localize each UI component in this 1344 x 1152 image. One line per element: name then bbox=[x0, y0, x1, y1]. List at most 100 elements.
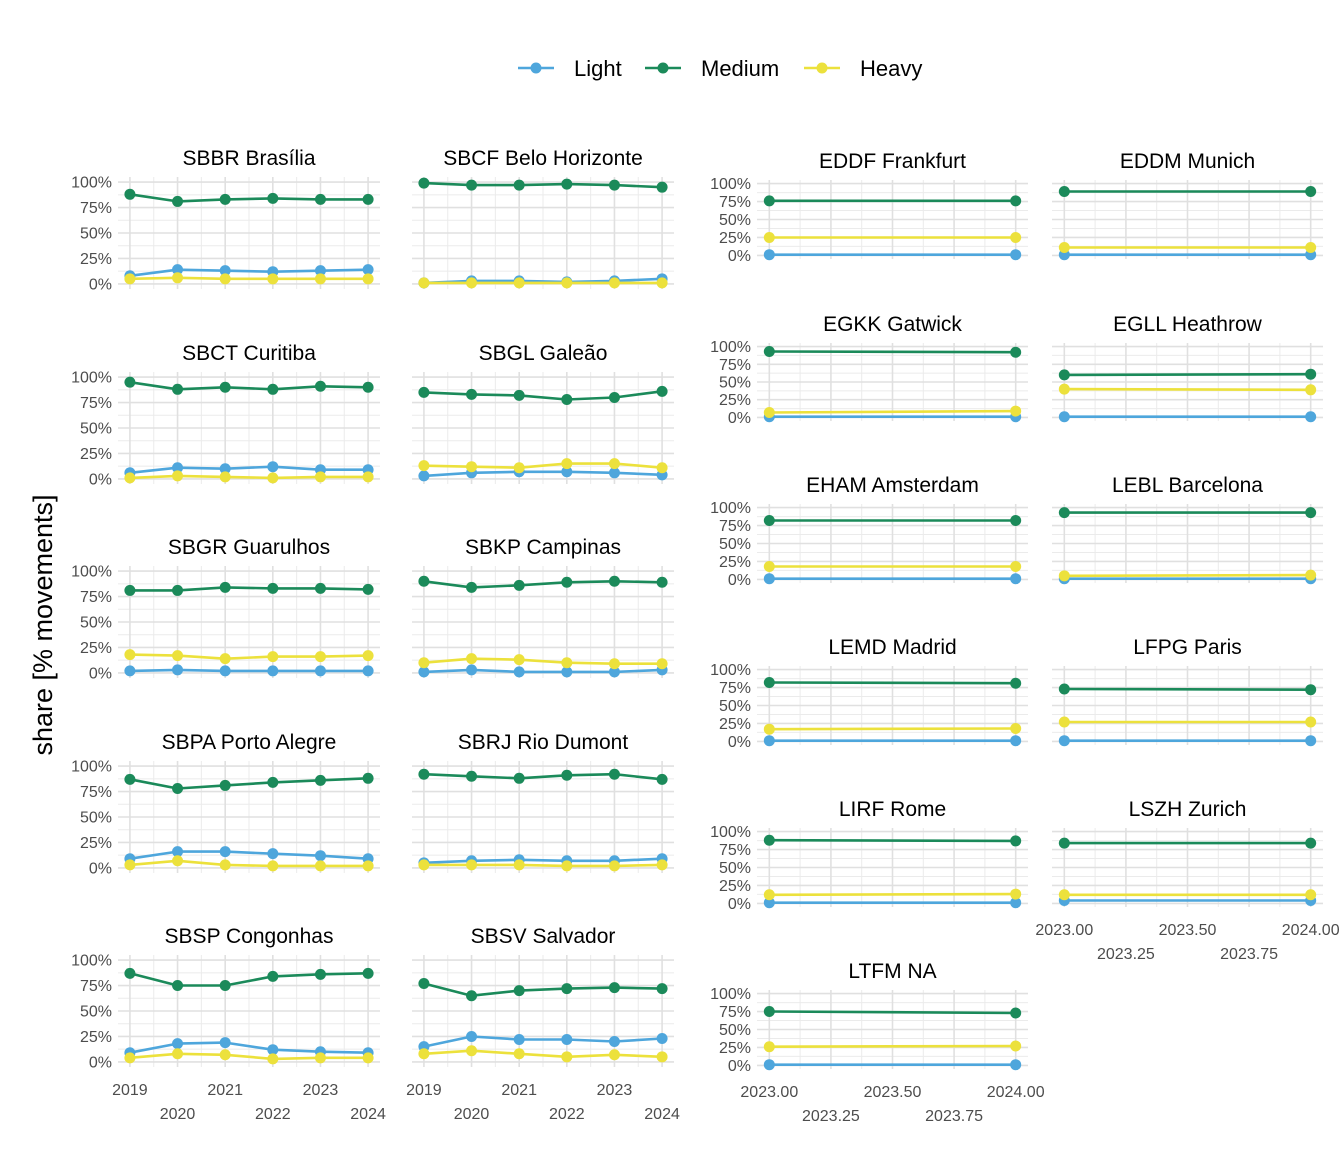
data-point-medium bbox=[466, 770, 478, 782]
data-point-heavy bbox=[466, 461, 478, 473]
series-light bbox=[763, 897, 1022, 909]
data-point-heavy bbox=[608, 1049, 620, 1061]
data-point-heavy bbox=[466, 1045, 478, 1057]
series-heavy bbox=[124, 855, 374, 872]
y-tick-label: 100% bbox=[71, 759, 112, 776]
series-line-heavy bbox=[769, 892, 1016, 897]
series-line-heavy bbox=[423, 863, 663, 868]
series-heavy bbox=[124, 470, 374, 484]
data-point-heavy bbox=[656, 462, 668, 474]
data-point-medium bbox=[314, 968, 326, 980]
panel-egll-heathrow: EGLL Heathrow bbox=[1052, 313, 1323, 423]
series-heavy bbox=[124, 649, 374, 665]
data-point-medium bbox=[418, 768, 430, 780]
data-point-medium bbox=[561, 769, 573, 781]
data-point-light bbox=[608, 666, 620, 678]
data-point-medium bbox=[219, 980, 231, 992]
y-tick-label: 75% bbox=[80, 978, 112, 995]
series-line-heavy bbox=[129, 653, 369, 661]
data-point-heavy bbox=[656, 1051, 668, 1063]
data-point-medium bbox=[172, 782, 184, 794]
data-point-heavy bbox=[219, 1049, 231, 1061]
y-tick-label: 100% bbox=[71, 564, 112, 581]
data-point-medium bbox=[561, 576, 573, 588]
data-point-heavy bbox=[513, 277, 525, 289]
data-point-medium bbox=[124, 967, 136, 979]
series-medium bbox=[763, 346, 1022, 358]
data-point-medium bbox=[314, 193, 326, 205]
data-point-medium bbox=[656, 983, 668, 995]
series-light bbox=[763, 1059, 1022, 1071]
series-medium bbox=[1058, 837, 1317, 849]
data-point-medium bbox=[763, 1006, 775, 1018]
data-point-medium bbox=[513, 179, 525, 191]
y-tick-label: 0% bbox=[728, 410, 751, 427]
data-point-medium bbox=[1305, 185, 1317, 197]
panel-ltfm-na: LTFM NA0%25%50%75%100%2023.002023.252023… bbox=[710, 960, 1045, 1125]
data-point-heavy bbox=[267, 273, 279, 285]
data-point-light bbox=[267, 848, 279, 860]
y-tick-label: 50% bbox=[719, 212, 751, 229]
data-point-light bbox=[172, 664, 184, 676]
data-point-light bbox=[1010, 735, 1022, 747]
data-point-light bbox=[418, 666, 430, 678]
data-point-light bbox=[763, 1059, 775, 1071]
x-tick-label: 2021 bbox=[501, 1082, 537, 1099]
panel-title: EGLL Heathrow bbox=[1113, 313, 1262, 336]
panel-title: SBPA Porto Alegre bbox=[162, 731, 337, 754]
data-point-medium bbox=[314, 380, 326, 392]
data-point-heavy bbox=[513, 462, 525, 474]
data-point-medium bbox=[362, 772, 374, 784]
data-point-heavy bbox=[267, 1053, 279, 1065]
y-tick-label: 75% bbox=[80, 784, 112, 801]
data-point-light bbox=[466, 1030, 478, 1042]
data-point-light bbox=[219, 463, 231, 475]
data-point-medium bbox=[1058, 683, 1070, 695]
series-heavy bbox=[763, 888, 1022, 901]
series-line-medium bbox=[1064, 372, 1311, 377]
data-point-medium bbox=[466, 388, 478, 400]
series-line-medium bbox=[129, 380, 369, 391]
series-light bbox=[124, 664, 374, 677]
y-tick-label: 50% bbox=[80, 226, 112, 243]
data-point-heavy bbox=[1010, 560, 1022, 572]
series-light bbox=[763, 573, 1022, 585]
y-tick-label: 0% bbox=[728, 734, 751, 751]
series-line-medium bbox=[129, 193, 369, 203]
data-point-heavy bbox=[1305, 384, 1317, 396]
series-line-light bbox=[129, 850, 369, 860]
x-tick-label: 2024.00 bbox=[1282, 922, 1340, 939]
data-point-light bbox=[267, 1044, 279, 1056]
y-tick-label: 0% bbox=[728, 248, 751, 265]
data-point-light bbox=[124, 665, 136, 677]
series-heavy bbox=[1058, 716, 1317, 728]
y-tick-label: 75% bbox=[719, 680, 751, 697]
data-point-medium bbox=[418, 177, 430, 189]
y-tick-label: 100% bbox=[710, 986, 751, 1003]
data-point-heavy bbox=[362, 471, 374, 483]
data-point-heavy bbox=[1305, 569, 1317, 581]
x-tick-label: 2024.00 bbox=[987, 1084, 1045, 1101]
data-point-medium bbox=[124, 584, 136, 596]
panel-sbrj-rio-dumont: SBRJ Rio Dumont bbox=[412, 731, 674, 873]
panel-title: EGKK Gatwick bbox=[823, 313, 962, 336]
series-line-heavy bbox=[1064, 573, 1311, 578]
y-tick-label: 25% bbox=[719, 554, 751, 571]
data-point-light bbox=[763, 735, 775, 747]
x-tick-label: 2019 bbox=[406, 1082, 442, 1099]
data-point-heavy bbox=[466, 653, 478, 665]
data-point-light bbox=[172, 462, 184, 474]
data-point-medium bbox=[267, 970, 279, 982]
series-heavy bbox=[124, 1048, 374, 1065]
data-point-medium bbox=[1010, 1007, 1022, 1019]
panel-sbbr-brasilia: SBBR Brasília 0% 25% 50% 75% 100% bbox=[71, 147, 380, 293]
data-point-heavy bbox=[418, 657, 430, 669]
x-tick-label: 2019 bbox=[112, 1082, 148, 1099]
series-heavy bbox=[1058, 383, 1317, 396]
series-heavy bbox=[763, 722, 1022, 735]
data-point-heavy bbox=[267, 472, 279, 484]
data-point-light bbox=[608, 1036, 620, 1048]
data-point-heavy bbox=[1305, 242, 1317, 254]
series-heavy bbox=[418, 458, 668, 474]
panel-sbpa-porto-alegre: SBPA Porto Alegre 0% 25% 50% 75% 100% bbox=[71, 731, 380, 877]
